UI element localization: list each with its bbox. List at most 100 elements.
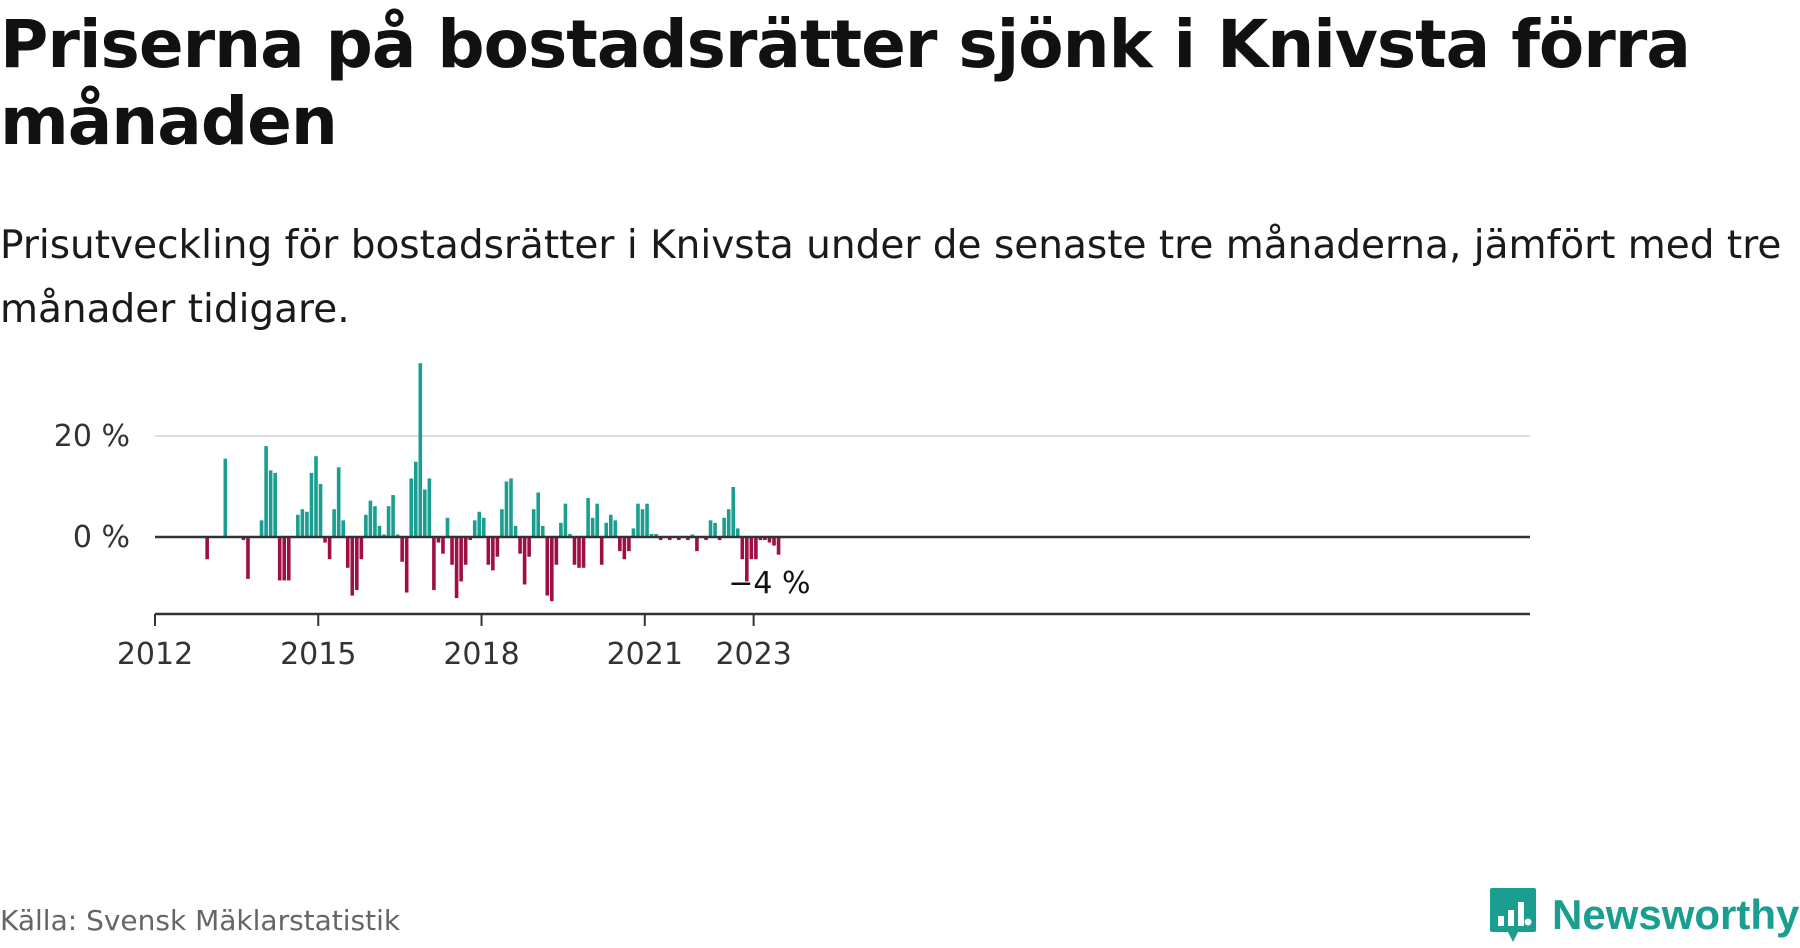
bar [477, 511, 482, 537]
bar [327, 537, 332, 560]
bar [305, 511, 309, 537]
bar [300, 509, 305, 537]
bar [382, 534, 386, 537]
bar [540, 525, 545, 537]
bar [395, 534, 400, 537]
bar [259, 520, 264, 537]
bar [622, 537, 627, 560]
bar [735, 528, 740, 537]
bar [423, 489, 427, 537]
x-tick-label: 2021 [607, 637, 683, 672]
bar [581, 537, 586, 568]
bar [722, 517, 726, 537]
bar [282, 537, 287, 581]
bar [536, 492, 541, 537]
bar [454, 537, 459, 599]
bar [599, 537, 604, 565]
bar [481, 517, 486, 537]
bar [318, 483, 323, 537]
bar [726, 509, 731, 537]
bar [767, 537, 772, 543]
bar-chart: 20 % 0 % 2012 2015 2018 2021 2023 −4 % [54, 363, 1530, 672]
bar [645, 503, 649, 537]
bar [627, 537, 631, 552]
source-note: Källa: Svensk Mäklarstatistik [0, 904, 401, 937]
bar [413, 461, 418, 537]
y-tick-label: 20 % [54, 419, 130, 454]
bar [491, 537, 495, 571]
bar [355, 537, 359, 591]
bar [350, 537, 355, 596]
bar [531, 509, 536, 537]
bar [427, 478, 432, 537]
newsworthy-chart-bubble-icon [1490, 888, 1536, 942]
bar [654, 533, 658, 537]
bar [386, 506, 391, 537]
bar [296, 514, 300, 537]
bar [568, 533, 572, 537]
chart-subtitle: Prisutveckling för bostadsrätter i Knivs… [0, 223, 1782, 332]
bar [205, 537, 209, 560]
bar [273, 472, 277, 537]
x-tick-label: 2018 [443, 637, 519, 672]
bar [772, 537, 776, 546]
bar [554, 537, 559, 565]
bar [364, 514, 368, 537]
bar [418, 363, 423, 537]
bar [500, 509, 504, 537]
y-tick-label: 0 % [73, 520, 130, 555]
bar [463, 537, 468, 565]
bar [636, 503, 640, 537]
x-tick-label: 2015 [280, 637, 356, 672]
chart-title: Priserna på bostadsrätter sjönk i Knivst… [0, 6, 1691, 160]
bar [522, 537, 527, 585]
bar [450, 537, 454, 565]
bar [486, 537, 491, 565]
bar [223, 458, 228, 537]
brand-logo[interactable]: Newsworthy [1488, 884, 1799, 946]
bar [404, 537, 409, 593]
bar [336, 467, 341, 537]
bar [277, 537, 282, 581]
bar [563, 503, 568, 537]
bar [441, 537, 445, 554]
bar [241, 537, 246, 541]
bar [686, 537, 690, 541]
bar [309, 472, 314, 537]
bar [472, 520, 477, 537]
axes [154, 535, 1530, 626]
bar [618, 537, 622, 552]
bar [613, 520, 618, 537]
bar [518, 537, 522, 554]
bar [731, 487, 736, 537]
bar [286, 537, 291, 581]
bar [345, 537, 350, 568]
bars [205, 363, 781, 602]
bar [740, 537, 745, 560]
bar [631, 528, 636, 537]
labels: 20 % 0 % 2012 2015 2018 2021 2023 −4 % [54, 419, 811, 672]
bar [667, 537, 672, 541]
bar [373, 506, 377, 537]
bar [758, 537, 763, 541]
bar [658, 537, 663, 541]
bar [717, 537, 722, 541]
bar [640, 509, 645, 537]
bar [509, 478, 513, 537]
bar [432, 537, 436, 591]
bar [359, 537, 364, 560]
bar [763, 537, 767, 541]
bar [572, 537, 577, 565]
bar [749, 537, 754, 560]
bar [377, 525, 382, 537]
bar [604, 522, 609, 537]
bar [246, 537, 250, 579]
bar [391, 495, 395, 537]
bar [445, 517, 450, 537]
bar [264, 446, 268, 537]
bar [690, 534, 695, 537]
bar [459, 537, 463, 582]
x-tick-label: 2012 [117, 637, 193, 672]
bar [341, 520, 345, 537]
bar [400, 537, 404, 562]
